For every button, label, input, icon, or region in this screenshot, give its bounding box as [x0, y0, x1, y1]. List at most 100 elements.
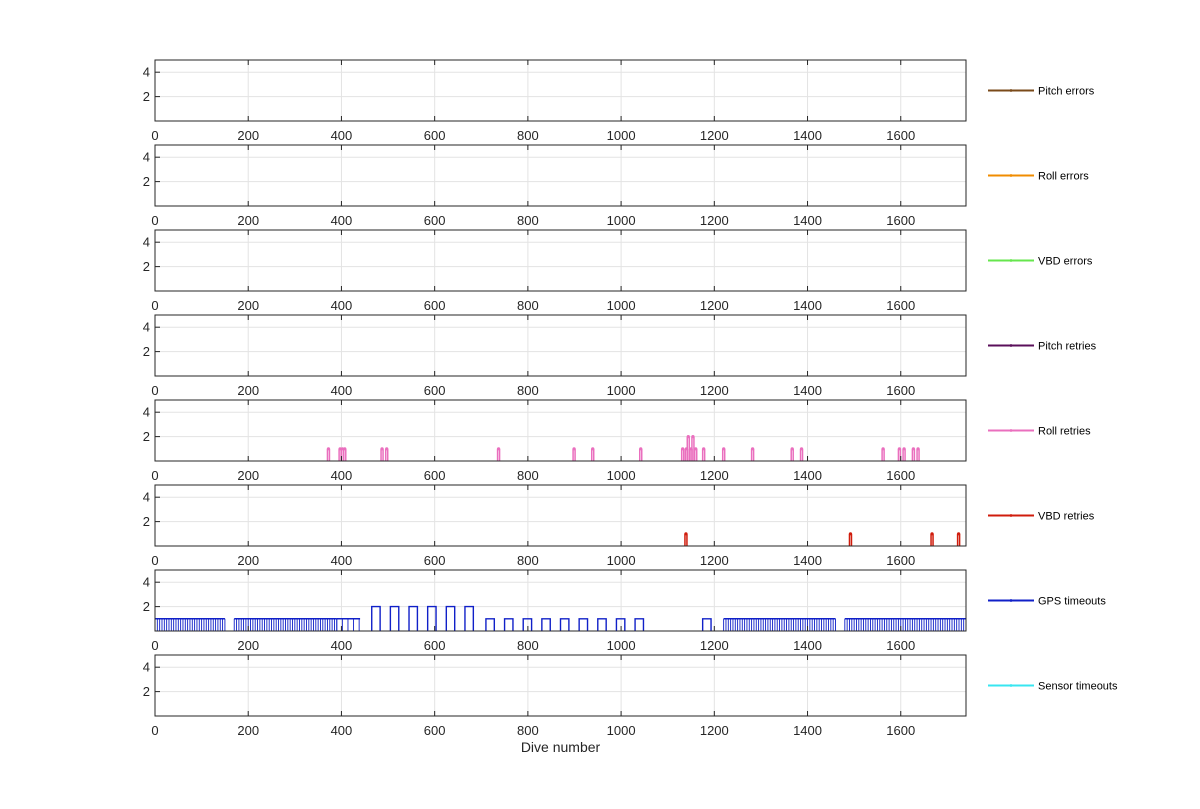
y-tick-label: 4 — [143, 235, 150, 250]
legend-marker — [1009, 174, 1013, 177]
panel-background — [155, 315, 966, 376]
x-tick-label: 1600 — [886, 723, 915, 738]
y-tick-label: 2 — [143, 684, 150, 699]
y-tick-label: 4 — [143, 490, 150, 505]
axes-box — [154, 59, 967, 122]
x-tick-label: 0 — [151, 383, 158, 398]
x-tick-label: 800 — [517, 723, 539, 738]
legend-label: Roll retries — [1038, 426, 1091, 438]
x-tick-label: 800 — [517, 553, 539, 568]
legend-label: Sensor timeouts — [1038, 681, 1118, 693]
x-tick-label: 200 — [237, 213, 259, 228]
x-tick-label: 600 — [424, 468, 446, 483]
x-tick-label: 1200 — [700, 213, 729, 228]
panel-7: 2 4 0 200 400 600 800 1000 1200 1400 1600 GPS timeo… — [143, 569, 1106, 653]
data-point — [496, 447, 501, 451]
legend-label: VBD retries — [1038, 511, 1095, 523]
legend-marker — [1009, 344, 1013, 347]
x-tick-label: 200 — [237, 298, 259, 313]
legend-label: GPS timeouts — [1038, 596, 1106, 608]
y-tick-label: 4 — [143, 575, 150, 590]
data-point — [848, 532, 853, 536]
legend-label: VBD errors — [1038, 256, 1093, 268]
x-tick-label: 200 — [237, 128, 259, 143]
y-tick-label: 2 — [143, 259, 150, 274]
y-tick-label: 4 — [143, 150, 150, 165]
panel-6: 2 4 0 200 400 600 800 1000 1200 1400 1600 VBD retri… — [143, 484, 1095, 568]
x-tick-label: 200 — [237, 468, 259, 483]
y-tick-label: 2 — [143, 599, 150, 614]
data-point — [722, 447, 726, 451]
x-tick-label: 400 — [331, 638, 353, 653]
x-tick-label: 1600 — [886, 383, 915, 398]
x-tick-label: 1400 — [793, 128, 822, 143]
y-tick-label: 2 — [143, 429, 150, 444]
x-tick-label: 1200 — [700, 638, 729, 653]
x-tick-label: 400 — [331, 213, 353, 228]
data-point — [750, 447, 755, 451]
data-point — [897, 447, 902, 451]
y-tick-label: 4 — [143, 660, 150, 675]
x-tick-label: 600 — [424, 128, 446, 143]
data-series-pulses — [701, 618, 712, 631]
data-point — [694, 447, 698, 451]
panel-3: 2 4 0 200 400 600 800 1000 1200 1400 1600 VBD error… — [143, 229, 1093, 313]
x-tick-label: 600 — [424, 213, 446, 228]
legend-marker — [1009, 514, 1013, 517]
data-point — [691, 435, 695, 439]
panel-background — [155, 145, 966, 206]
x-tick-label: 0 — [151, 213, 158, 228]
x-tick-label: 200 — [237, 638, 259, 653]
x-tick-label: 1000 — [607, 298, 636, 313]
data-point — [930, 532, 934, 536]
x-axis-label: Dive number — [521, 739, 601, 755]
x-tick-label: 0 — [151, 638, 158, 653]
data-series-segment — [233, 618, 338, 631]
x-tick-label: 1000 — [607, 383, 636, 398]
x-tick-label: 600 — [424, 638, 446, 653]
x-tick-label: 1200 — [700, 468, 729, 483]
axes-box — [154, 229, 967, 292]
x-tick-label: 1400 — [793, 213, 822, 228]
data-point — [380, 447, 384, 451]
data-series-segment — [844, 618, 967, 631]
x-tick-label: 600 — [424, 383, 446, 398]
axes-box — [154, 569, 967, 632]
x-tick-label: 400 — [331, 553, 353, 568]
axes-box — [154, 654, 967, 717]
x-tick-label: 200 — [237, 553, 259, 568]
data-point — [681, 447, 685, 451]
legend-marker — [1009, 684, 1013, 687]
data-point — [572, 447, 576, 451]
data-point — [911, 447, 915, 451]
panel-background — [155, 485, 966, 546]
data-point — [916, 447, 920, 451]
legend-marker — [1009, 89, 1013, 92]
axes-box — [154, 314, 967, 377]
data-point — [686, 435, 690, 439]
x-tick-label: 0 — [151, 468, 158, 483]
data-point — [385, 447, 389, 451]
x-tick-label: 1000 — [607, 553, 636, 568]
data-point — [902, 447, 906, 451]
data-point — [799, 447, 804, 451]
x-tick-label: 200 — [237, 723, 259, 738]
y-tick-label: 2 — [143, 174, 150, 189]
panel-2: 2 4 0 200 400 600 800 1000 1200 1400 1600 Roll erro… — [143, 144, 1089, 228]
axes-box — [154, 484, 967, 547]
x-tick-label: 600 — [424, 553, 446, 568]
x-tick-label: 1600 — [886, 638, 915, 653]
x-tick-label: 1600 — [886, 298, 915, 313]
x-tick-label: 400 — [331, 128, 353, 143]
x-tick-label: 400 — [331, 468, 353, 483]
x-tick-label: 600 — [424, 723, 446, 738]
data-series-segment — [723, 618, 836, 631]
x-tick-label: 1000 — [607, 213, 636, 228]
legend-label: Pitch errors — [1038, 86, 1095, 98]
x-tick-label: 800 — [517, 298, 539, 313]
x-tick-label: 0 — [151, 723, 158, 738]
panel-8: 2 4 0 200 400 600 800 1000 1200 1400 1600 Sensor ti… — [143, 654, 1118, 738]
panel-1: 2 4 0 200 400 600 800 1000 1200 1400 1600 Pitch err… — [143, 59, 1095, 143]
panel-background — [155, 230, 966, 291]
